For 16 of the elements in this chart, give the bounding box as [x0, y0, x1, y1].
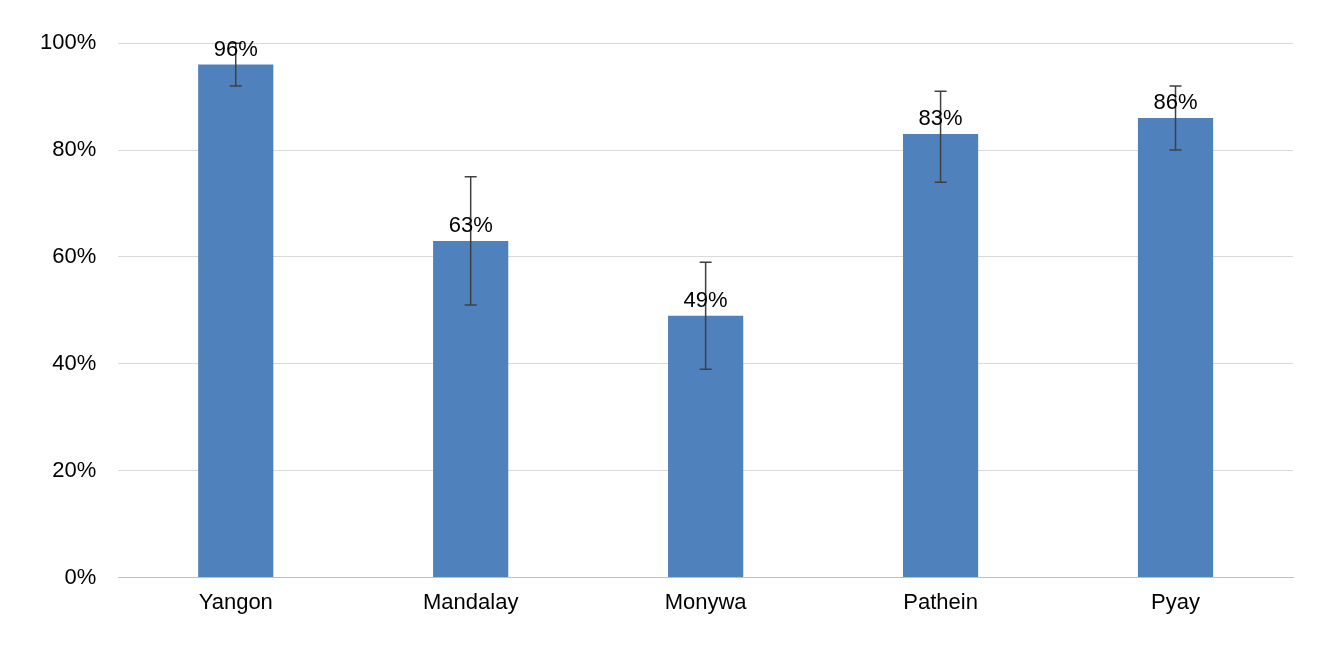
bar [902, 134, 979, 578]
bar [1137, 118, 1214, 578]
x-tick-label: Yangon [198, 588, 273, 614]
x-tick-label: Mandalay [422, 588, 519, 614]
y-tick-label: 20% [52, 456, 97, 482]
y-tick-label: 100% [39, 29, 97, 55]
y-tick-label: 40% [52, 349, 97, 375]
y-tick-label: 60% [52, 243, 97, 269]
bar [198, 64, 274, 578]
bar [668, 315, 744, 578]
bar [433, 240, 509, 578]
x-tick-label: Monywa [664, 588, 748, 614]
x-tick-label: Pyay [1151, 588, 1200, 614]
y-tick-label: 0% [64, 563, 97, 589]
y-tick-label: 80% [52, 136, 97, 162]
x-tick-label: Pathein [903, 588, 978, 614]
